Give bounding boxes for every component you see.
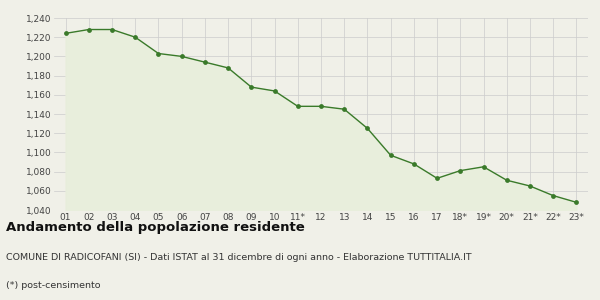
- Point: [293, 104, 302, 109]
- Point: [84, 27, 94, 32]
- Point: [223, 65, 233, 70]
- Point: [432, 176, 442, 181]
- Point: [455, 168, 465, 173]
- Text: Andamento della popolazione residente: Andamento della popolazione residente: [6, 220, 305, 233]
- Point: [107, 27, 117, 32]
- Point: [247, 85, 256, 89]
- Point: [386, 153, 395, 158]
- Point: [270, 88, 280, 93]
- Point: [502, 178, 512, 183]
- Point: [200, 60, 210, 64]
- Point: [409, 161, 419, 166]
- Point: [61, 31, 70, 36]
- Point: [572, 200, 581, 205]
- Point: [548, 193, 558, 198]
- Point: [340, 107, 349, 112]
- Point: [316, 104, 326, 109]
- Point: [479, 164, 488, 169]
- Point: [177, 54, 187, 59]
- Text: (*) post-censimento: (*) post-censimento: [6, 280, 101, 290]
- Text: COMUNE DI RADICOFANI (SI) - Dati ISTAT al 31 dicembre di ogni anno - Elaborazion: COMUNE DI RADICOFANI (SI) - Dati ISTAT a…: [6, 254, 472, 262]
- Point: [525, 184, 535, 188]
- Point: [154, 51, 163, 56]
- Point: [130, 35, 140, 40]
- Point: [362, 126, 372, 131]
